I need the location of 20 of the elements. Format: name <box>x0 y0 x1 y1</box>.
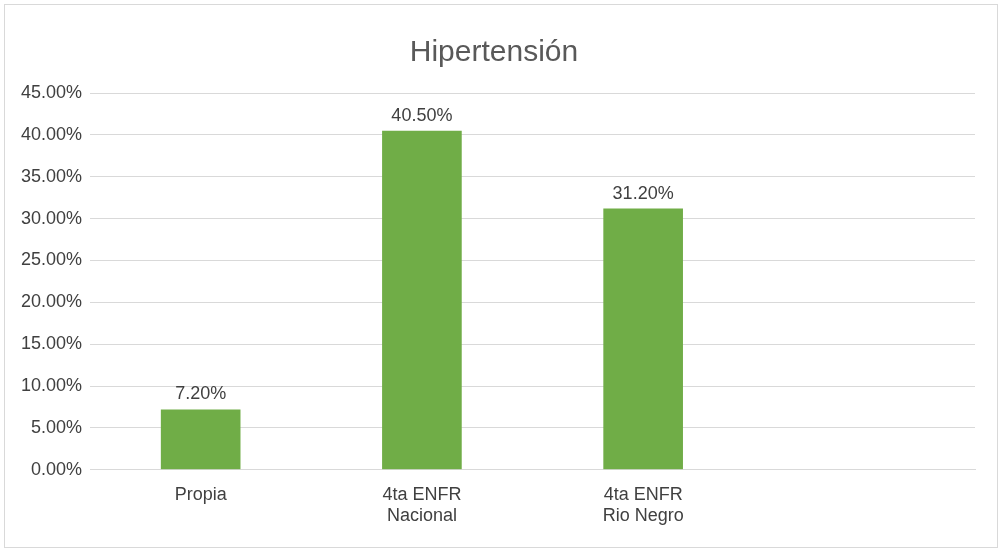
y-tick-label: 20.00% <box>20 291 83 312</box>
x-tick-label: 4ta ENFR Nacional <box>382 483 462 526</box>
x-tick-label: 4ta ENFR Rio Negro <box>602 483 684 526</box>
data-label: 40.50% <box>391 104 453 125</box>
bar <box>603 208 683 470</box>
y-tick-label: 35.00% <box>20 165 83 186</box>
y-tick-label: 15.00% <box>20 333 83 354</box>
y-tick-label: 5.00% <box>31 416 83 437</box>
y-tick-label: 25.00% <box>20 249 83 270</box>
data-label: 31.20% <box>612 182 674 203</box>
data-label: 7.20% <box>175 383 227 404</box>
y-tick-label: 30.00% <box>20 207 83 228</box>
bar <box>160 409 241 470</box>
x-tick-label: Propia <box>174 483 228 504</box>
y-tick-label: 10.00% <box>20 375 83 396</box>
y-tick-label: 45.00% <box>20 81 83 102</box>
bar <box>382 130 462 470</box>
chart-title: Hipertensión <box>409 34 579 68</box>
y-tick-label: 0.00% <box>31 458 83 479</box>
y-tick-label: 40.00% <box>20 123 83 144</box>
